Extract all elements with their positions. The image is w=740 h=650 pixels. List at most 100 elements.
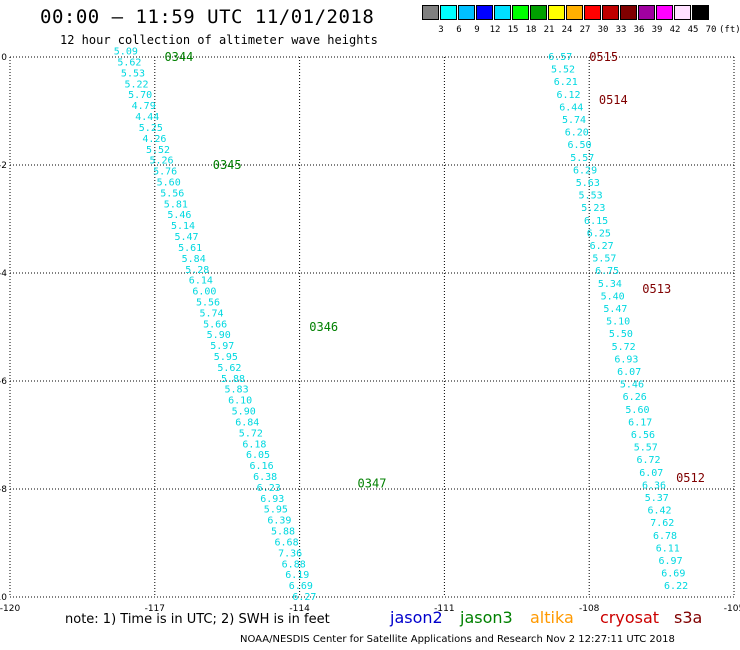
x-tick-label: -114	[289, 604, 310, 614]
swh-value-label: 5.57	[570, 153, 594, 164]
scale-swatch	[638, 5, 655, 20]
swh-value-label: 5.61	[178, 243, 202, 254]
swh-value-label: 5.63	[576, 178, 600, 189]
swh-value-label: 6.18	[242, 439, 266, 450]
swh-value-label: 6.97	[659, 556, 683, 567]
scale-swatch	[692, 5, 709, 20]
satellite-cryosat: cryosat	[600, 608, 660, 627]
swh-value-label: 5.56	[160, 188, 184, 199]
swh-value-label: 5.72	[239, 428, 263, 439]
swh-value-label: 5.74	[562, 115, 586, 126]
swh-value-label: 4.44	[135, 112, 159, 123]
swh-value-label: 5.90	[232, 407, 256, 418]
scale-swatch	[512, 5, 529, 20]
swh-value-label: 6.69	[289, 581, 313, 592]
scale-swatch	[674, 5, 691, 20]
swh-value-label: 5.46	[620, 380, 644, 391]
swh-value-label: 6.42	[647, 506, 671, 517]
x-tick-label: -120	[0, 604, 20, 614]
swh-value-label: 5.60	[625, 405, 649, 416]
scale-swatch	[476, 5, 493, 20]
scale-swatch	[458, 5, 475, 20]
swh-value-label: 6.21	[554, 77, 578, 88]
scale-label: (ft)	[719, 25, 740, 35]
swh-value-label: 6.56	[631, 430, 655, 441]
swh-value-label: 6.16	[250, 461, 274, 472]
scale-label: 15	[507, 25, 519, 35]
swh-value-label: 5.57	[592, 254, 616, 265]
x-tick-label: -117	[145, 604, 165, 614]
y-tick-label: -4	[0, 269, 7, 279]
swh-value-label: 6.07	[639, 468, 663, 479]
swh-value-label: 4.26	[142, 134, 166, 145]
scale-swatch	[530, 5, 547, 20]
swh-value-label: 5.83	[225, 385, 249, 396]
swh-value-label: 6.57	[548, 52, 572, 63]
swh-value-label: 6.11	[656, 543, 680, 554]
swh-value-label: 5.88	[221, 374, 245, 385]
swh-value-label: 5.62	[217, 363, 241, 374]
swh-value-label: 5.95	[264, 505, 288, 516]
swh-value-label: 5.50	[609, 329, 633, 340]
swh-value-label: 5.95	[214, 352, 238, 363]
swh-value-label: 6.14	[189, 276, 213, 287]
swh-value-label: 5.52	[146, 145, 170, 156]
swh-value-label: 5.26	[150, 156, 174, 167]
swh-value-label: 6.36	[642, 480, 666, 491]
swh-value-label: 6.68	[275, 537, 299, 548]
scale-label: 24	[561, 25, 573, 35]
y-tick-label: -8	[0, 485, 7, 495]
swh-value-label: 6.20	[565, 128, 589, 139]
swh-value-label: 6.07	[617, 367, 641, 378]
y-tick-label: -10	[0, 593, 7, 603]
scale-swatch	[494, 5, 511, 20]
scale-swatch	[422, 5, 439, 20]
swh-value-label: 6.22	[664, 581, 688, 592]
swh-value-label: 5.81	[164, 199, 188, 210]
scale-label: 3	[438, 25, 444, 35]
swh-value-label: 5.53	[579, 191, 603, 202]
satellite-jason3: jason3	[460, 608, 513, 627]
swh-value-label: 7.62	[650, 518, 674, 529]
x-tick-label: -108	[579, 604, 600, 614]
swh-value-label: 5.23	[581, 203, 605, 214]
swh-value-label: 6.84	[235, 417, 259, 428]
scale-label: 30	[597, 25, 609, 35]
swh-value-label: 6.17	[628, 417, 652, 428]
time-label: 0344	[164, 50, 193, 64]
footer-note: note: 1) Time is in UTC; 2) SWH is in fe…	[65, 612, 330, 627]
swh-value-label: 6.25	[587, 228, 611, 239]
swh-value-label: 6.93	[614, 354, 638, 365]
swh-value-label: 5.97	[210, 341, 234, 352]
scale-label: 9	[474, 25, 480, 35]
scale-swatch	[602, 5, 619, 20]
time-label: 0513	[642, 282, 671, 296]
scale-label: 70	[705, 25, 717, 35]
swh-value-label: 5.53	[121, 68, 145, 79]
swh-value-label: 6.19	[285, 570, 309, 581]
swh-value-label: 6.93	[260, 494, 284, 505]
swh-value-label: 6.27	[292, 592, 316, 603]
y-tick-label: -2	[0, 161, 7, 171]
swh-value-label: 6.05	[246, 450, 270, 461]
swh-value-label: 6.44	[559, 102, 583, 113]
scale-label: 42	[669, 25, 681, 35]
scale-label: 6	[456, 25, 462, 35]
swh-value-label: 5.10	[606, 317, 630, 328]
swh-value-label: 5.56	[196, 297, 220, 308]
swh-value-label: 5.70	[128, 90, 152, 101]
swh-value-label: 5.72	[612, 342, 636, 353]
scale-label: 18	[525, 25, 537, 35]
swh-value-label: 5.76	[153, 167, 177, 178]
swh-value-label: 5.47	[603, 304, 627, 315]
scale-label: 12	[489, 25, 501, 35]
swh-value-label: 5.90	[207, 330, 231, 341]
swh-value-label: 6.88	[282, 559, 306, 570]
swh-value-label: 5.66	[203, 319, 227, 330]
x-tick-label: -111	[434, 604, 454, 614]
swh-value-label: 5.34	[598, 279, 622, 290]
scale-swatch	[548, 5, 565, 20]
time-label: 0514	[599, 93, 628, 107]
swh-value-label: 7.36	[278, 548, 302, 559]
